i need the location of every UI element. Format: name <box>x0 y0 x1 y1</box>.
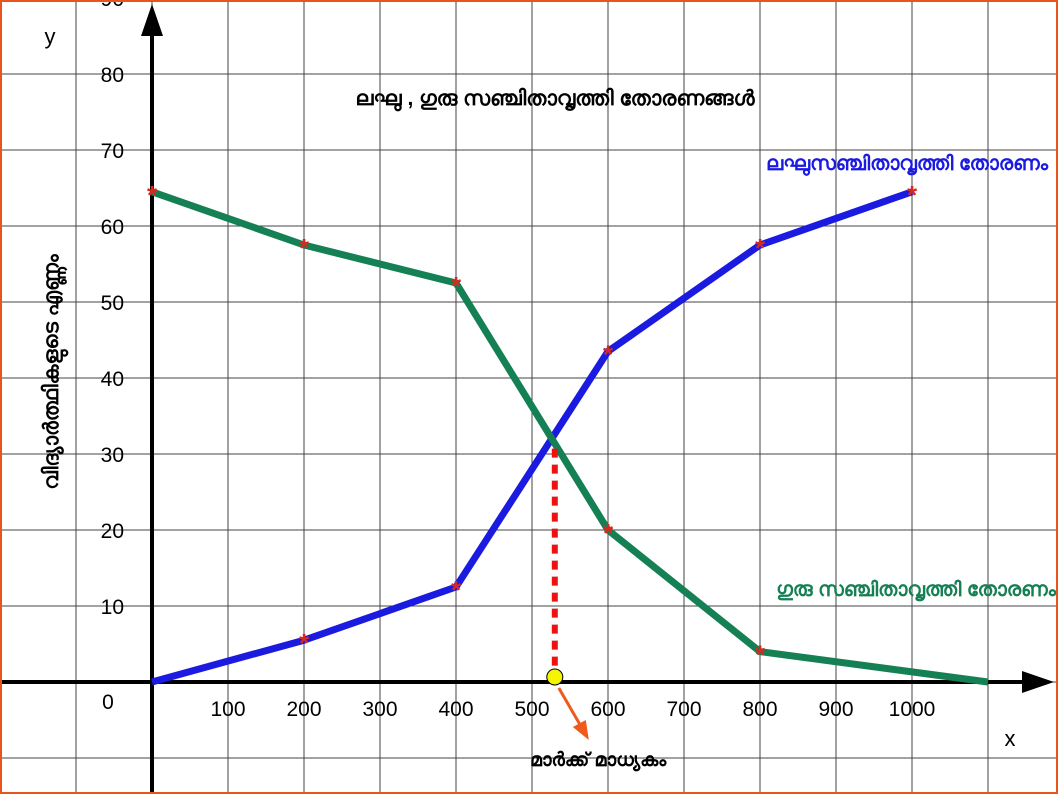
x-tick-label: 200 <box>286 698 321 721</box>
median-point <box>546 668 564 686</box>
series-label-lower: ലഘുസഞ്ചിതാവൃത്തി തോരണം <box>766 152 1048 176</box>
tick-labels: 100 200 300 400 500 600 700 800 900 1000102030405… <box>101 2 936 721</box>
x-tick-label: 300 <box>362 698 397 721</box>
data-point-marker: * <box>451 575 462 605</box>
y-tick-label: 80 <box>101 64 124 87</box>
x-tick-label: 600 <box>590 698 625 721</box>
x-tick-label: 400 <box>438 698 473 721</box>
data-point-marker: * <box>299 628 310 658</box>
data-point-marker: * <box>755 233 766 263</box>
data-point-marker: * <box>603 339 614 369</box>
x-tick-label: 700 <box>666 698 701 721</box>
y-tick-label: 50 <box>101 292 124 315</box>
data-point-marker: * <box>907 180 918 210</box>
data-point-marker: * <box>603 518 614 548</box>
y-tick-label: 40 <box>101 368 124 391</box>
x-tick-label: 800 <box>742 698 777 721</box>
x-tick-label: 900 <box>818 698 853 721</box>
x-axis-name: x <box>1005 726 1016 751</box>
origin-label: 0 <box>102 691 114 714</box>
x-tick-label: 100 <box>210 698 245 721</box>
y-tick-label: 90 <box>101 2 124 11</box>
median-annotation <box>546 448 589 740</box>
median-arrow-head <box>572 720 589 740</box>
series-line-upper-ogive <box>150 188 989 686</box>
y-tick-label: 20 <box>101 520 124 543</box>
series-label-upper: ഗുരു സഞ്ചിതാവൃത്തി തോരണം <box>776 578 1056 602</box>
x-axis-arrowhead <box>1022 671 1054 693</box>
y-tick-label: 10 <box>101 596 124 619</box>
y-axis-name: y <box>45 24 56 49</box>
y-axis-arrowhead <box>141 4 163 36</box>
axes <box>2 4 1054 792</box>
x-tick-label: 500 <box>514 698 549 721</box>
series-line-lower-ogive <box>151 188 914 686</box>
y-tick-label: 60 <box>101 216 124 239</box>
y-tick-label: 70 <box>101 140 124 163</box>
data-point-marker: * <box>755 640 766 670</box>
data-point-marker: * <box>451 271 462 301</box>
median-label: മാർക്ക് മാധ്യകം <box>530 750 667 772</box>
x-tick-label: 1000 <box>889 698 936 721</box>
data-point-marker: * <box>147 180 158 210</box>
data-point-marker: * <box>299 233 310 263</box>
y-tick-label: 30 <box>101 444 124 467</box>
series-lines <box>150 188 989 686</box>
chart-title: ലഘു , ഗുരു സഞ്ചിതാവൃത്തി തോരണങ്ങൾ <box>355 86 755 111</box>
median-arrow-shaft <box>557 687 583 727</box>
data-markers: * * * * * * * * * * <box>147 180 918 670</box>
